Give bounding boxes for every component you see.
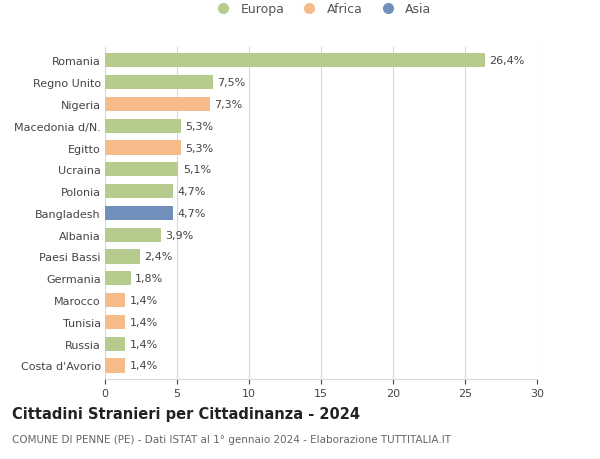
Text: 7,5%: 7,5% [217,78,245,88]
Bar [105,250,140,264]
Text: 2,4%: 2,4% [144,252,172,262]
Text: 4,7%: 4,7% [177,208,205,218]
Text: 1,8%: 1,8% [135,274,163,284]
Text: COMUNE DI PENNE (PE) - Dati ISTAT al 1° gennaio 2024 - Elaborazione TUTTITALIA.I: COMUNE DI PENNE (PE) - Dati ISTAT al 1° … [12,434,451,444]
Text: 7,3%: 7,3% [214,100,242,110]
Bar [105,315,125,329]
Bar [105,272,131,285]
Text: 26,4%: 26,4% [490,56,525,66]
Text: 4,7%: 4,7% [177,187,205,197]
Bar [105,337,125,351]
Bar [105,119,181,134]
Text: 3,9%: 3,9% [166,230,194,240]
Text: 5,3%: 5,3% [185,122,214,131]
Bar [105,76,213,90]
Text: 1,4%: 1,4% [130,296,158,305]
Text: 5,3%: 5,3% [185,143,214,153]
Text: 1,4%: 1,4% [130,317,158,327]
Text: 5,1%: 5,1% [183,165,211,175]
Text: 1,4%: 1,4% [130,339,158,349]
Text: Cittadini Stranieri per Cittadinanza - 2024: Cittadini Stranieri per Cittadinanza - 2… [12,406,360,421]
Bar [105,98,210,112]
Bar [105,358,125,373]
Bar [105,207,173,220]
Bar [105,293,125,308]
Bar [105,163,178,177]
Bar [105,228,161,242]
Bar [105,141,181,155]
Text: 1,4%: 1,4% [130,361,158,370]
Bar [105,185,173,199]
Legend: Europa, Africa, Asia: Europa, Africa, Asia [205,0,437,21]
Bar [105,54,485,68]
